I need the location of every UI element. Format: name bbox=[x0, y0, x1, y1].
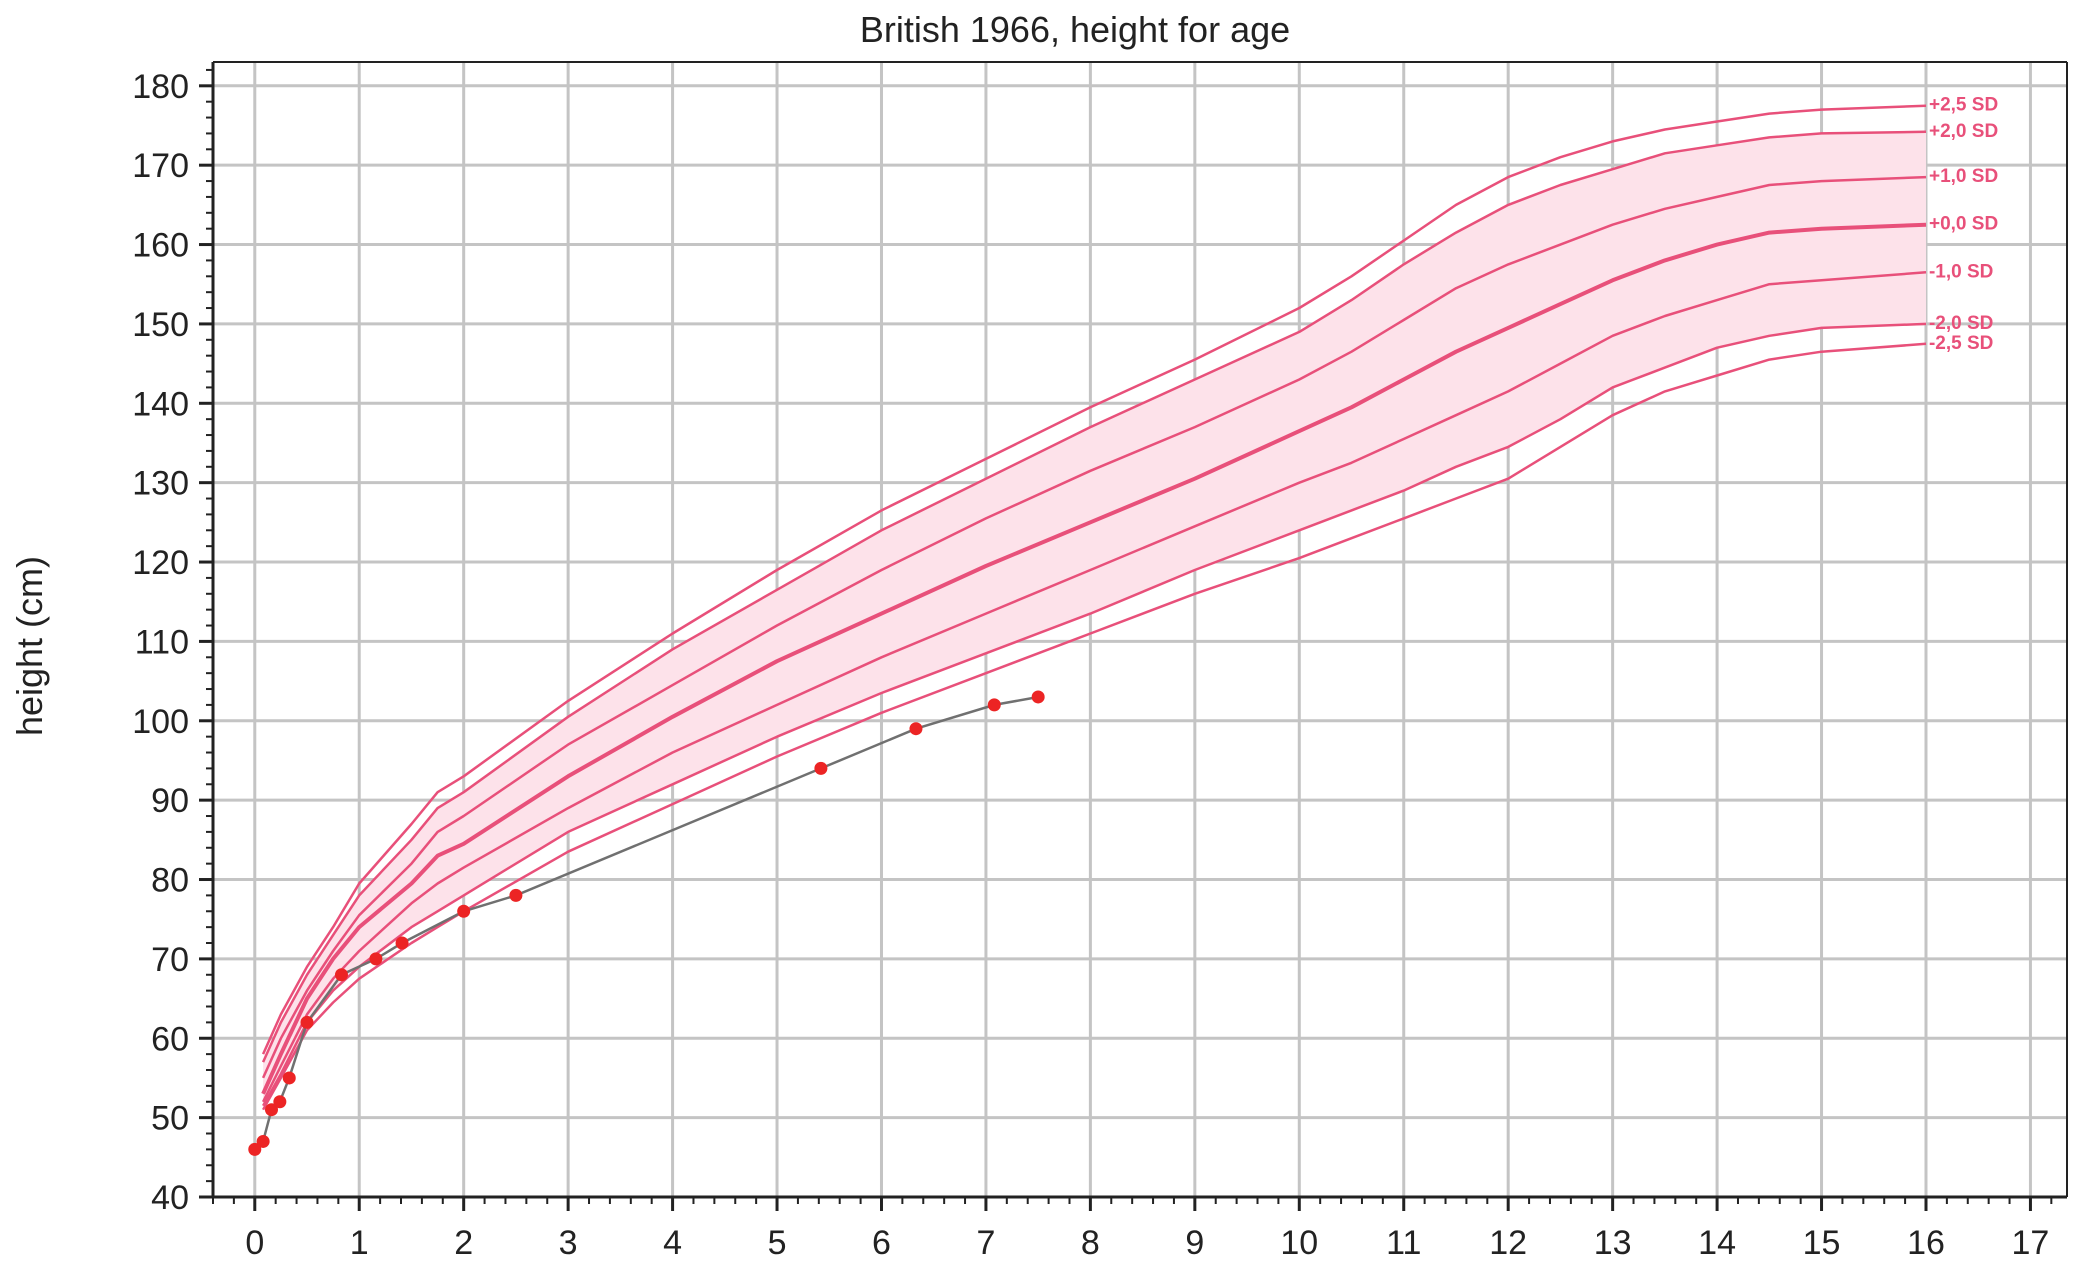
patient-point bbox=[395, 936, 409, 950]
y-tick-label: 80 bbox=[151, 862, 189, 900]
x-tick-label: 12 bbox=[1489, 1224, 1527, 1262]
sd-label: -2,0 SD bbox=[1929, 313, 1993, 334]
y-tick-label: 160 bbox=[132, 227, 189, 265]
x-tick-label: 16 bbox=[1907, 1224, 1945, 1262]
sd-band bbox=[263, 131, 1926, 1106]
reference-curve bbox=[261, 222, 1927, 1095]
y-tick-label: 170 bbox=[132, 147, 189, 185]
y-tick-label: 70 bbox=[151, 941, 189, 979]
y-tick-label: 40 bbox=[151, 1179, 189, 1217]
x-tick-label: 11 bbox=[1386, 1224, 1421, 1262]
x-tick-label: 3 bbox=[559, 1224, 578, 1262]
patient-point bbox=[282, 1071, 296, 1085]
reference-curve bbox=[261, 271, 1927, 1103]
x-tick-label: 0 bbox=[245, 1224, 264, 1262]
patient-point bbox=[987, 698, 1001, 712]
y-tick-label: 90 bbox=[151, 782, 189, 820]
patient-point bbox=[264, 1103, 278, 1117]
y-tick-label: 150 bbox=[132, 306, 189, 344]
patient-point bbox=[256, 1134, 270, 1148]
patient-point bbox=[248, 1142, 262, 1156]
sd-label: +0,0 SD bbox=[1929, 214, 1998, 235]
reference-curve bbox=[261, 175, 1927, 1079]
sd-label: -1,0 SD bbox=[1929, 261, 1993, 282]
patient-point bbox=[369, 952, 383, 966]
sd-label: +2,5 SD bbox=[1929, 95, 1998, 116]
x-tick-label: 5 bbox=[768, 1224, 787, 1262]
patient-point bbox=[334, 968, 348, 982]
x-tick-label: 17 bbox=[2012, 1224, 2050, 1262]
patient-point bbox=[814, 761, 828, 775]
x-tick-label: 10 bbox=[1280, 1224, 1318, 1262]
reference-curve bbox=[262, 342, 1927, 1111]
y-tick-label: 110 bbox=[135, 623, 189, 661]
patient-point bbox=[909, 722, 923, 736]
x-tick-label: 1 bbox=[350, 1224, 369, 1262]
y-tick-label: 130 bbox=[132, 465, 189, 503]
reference-curve bbox=[261, 104, 1927, 1055]
x-tick-label: 8 bbox=[1081, 1224, 1100, 1262]
y-tick-label: 120 bbox=[132, 544, 189, 582]
x-tick-label: 9 bbox=[1185, 1224, 1204, 1262]
patient-point bbox=[300, 1015, 314, 1029]
sd-label: +1,0 SD bbox=[1929, 166, 1998, 187]
x-tick-label: 6 bbox=[872, 1224, 891, 1262]
sd-label: -2,5 SD bbox=[1929, 333, 1993, 354]
x-tick-label: 7 bbox=[976, 1224, 995, 1262]
patient-point bbox=[273, 1095, 287, 1109]
x-tick-label: 14 bbox=[1698, 1224, 1736, 1262]
x-tick-label: 4 bbox=[663, 1224, 682, 1262]
patient-point bbox=[457, 904, 471, 918]
y-tick-label: 140 bbox=[132, 385, 189, 423]
y-tick-label: 60 bbox=[151, 1020, 189, 1058]
sd-label: +2,0 SD bbox=[1929, 121, 1998, 142]
plot-area: +2,5 SD +2,0 SD +1,0 SD +0,0 SD -1,0 SD -2,0 … bbox=[132, 61, 2068, 1262]
x-tick-label: 2 bbox=[454, 1224, 473, 1262]
y-tick-label: 50 bbox=[151, 1100, 189, 1138]
patient-point bbox=[509, 888, 523, 902]
x-tick-label: 15 bbox=[1803, 1224, 1841, 1262]
y-tick-label: 180 bbox=[132, 68, 189, 106]
patient-point bbox=[1031, 690, 1045, 704]
x-tick-label: 13 bbox=[1594, 1224, 1632, 1262]
y-axis-label: height (cm) bbox=[9, 556, 50, 736]
reference-curve bbox=[261, 130, 1927, 1063]
chart-title: British 1966, height for age bbox=[860, 9, 1290, 50]
y-tick-label: 100 bbox=[132, 703, 189, 741]
